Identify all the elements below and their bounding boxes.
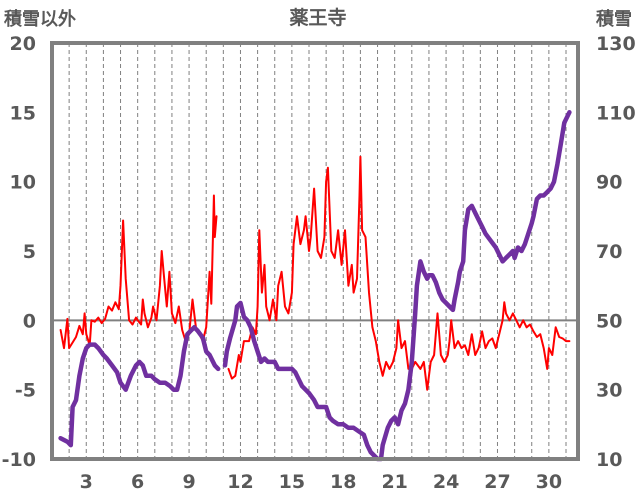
left-axis-ticks: 20 15 10 5 0 -5 -10: [2, 33, 36, 471]
x-tick: 24: [433, 471, 459, 493]
left-axis-title: 積雪以外: [3, 8, 76, 30]
x-tick: 12: [227, 471, 253, 493]
y-tick-right: 50: [596, 310, 622, 332]
x-tick: 30: [536, 471, 562, 493]
x-tick: 3: [80, 471, 93, 493]
x-tick: 27: [484, 471, 510, 493]
y-tick-left: -10: [2, 449, 36, 471]
y-tick-right: 70: [596, 241, 622, 263]
y-tick-right: 110: [596, 102, 636, 124]
y-tick-right: 10: [596, 449, 622, 471]
x-tick: 9: [182, 471, 195, 493]
x-tick: 18: [330, 471, 356, 493]
y-tick-left: 10: [10, 172, 36, 194]
x-tick: 15: [279, 471, 305, 493]
y-tick-right: 130: [596, 33, 636, 55]
y-tick-left: 5: [23, 241, 36, 263]
temperature-line: [59, 155, 571, 391]
y-tick-left: 0: [23, 310, 36, 332]
right-axis-title: 積雪: [595, 8, 632, 30]
x-tick: 6: [131, 471, 144, 493]
chart-title: 薬王寺: [288, 6, 346, 29]
x-tick: 21: [381, 471, 407, 493]
y-tick-right: 90: [596, 172, 622, 194]
y-tick-right: 30: [596, 380, 622, 402]
x-axis-ticks: 3 6 9 12 15 18 21 24 27 30: [80, 471, 562, 493]
y-tick-left: -5: [15, 380, 36, 402]
y-tick-left: 20: [10, 33, 36, 55]
snow-depth-line: [58, 110, 572, 462]
plot-series: [58, 110, 572, 462]
plot-frame: [50, 41, 580, 461]
right-axis-ticks: 130 110 90 70 50 30 10: [596, 33, 636, 471]
y-tick-left: 15: [10, 102, 36, 124]
